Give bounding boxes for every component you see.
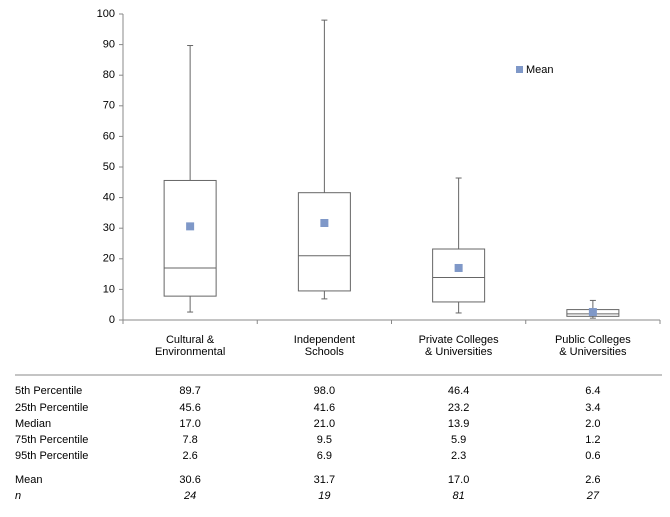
mean-marker (588, 308, 597, 317)
table-cell: 41.6 (314, 402, 335, 414)
table-cell: 5.9 (451, 434, 466, 446)
x-tick-label: Schools (305, 346, 345, 358)
table-cell: 31.7 (314, 474, 335, 486)
row-label: n (15, 490, 21, 502)
legend-swatch (516, 66, 523, 73)
y-tick-label: 40 (103, 192, 115, 204)
table-cell: 17.0 (448, 474, 469, 486)
table-cell: 17.0 (179, 418, 200, 430)
table-cell: 6.9 (317, 450, 332, 462)
table-cell: 2.6 (585, 474, 600, 486)
mean-marker (320, 218, 329, 227)
y-tick-label: 0 (109, 314, 115, 326)
x-tick-label: & Universities (425, 346, 493, 358)
x-tick-label: Independent (294, 334, 355, 346)
table-cell: 1.2 (585, 434, 600, 446)
table-cell: 30.6 (179, 474, 200, 486)
row-label: 95th Percentile (15, 450, 88, 462)
y-tick-label: 30 (103, 222, 115, 234)
table-cell: 23.2 (448, 402, 469, 414)
table-cell: 9.5 (317, 434, 332, 446)
row-label: Median (15, 418, 51, 430)
table-cell: 19 (318, 490, 330, 502)
row-label: 25th Percentile (15, 402, 88, 414)
x-tick-label: Public Colleges (555, 334, 631, 346)
table-cell: 21.0 (314, 418, 335, 430)
row-label: 5th Percentile (15, 385, 82, 397)
y-tick-label: 20 (103, 253, 115, 265)
x-tick-label: Environmental (155, 346, 225, 358)
table-cell: 45.6 (179, 402, 200, 414)
table-cell: 81 (453, 490, 465, 502)
row-label: Mean (15, 474, 43, 486)
box (163, 179, 217, 297)
table-cell: 3.4 (585, 402, 600, 414)
y-tick-label: 50 (103, 161, 115, 173)
table-cell: 6.4 (585, 385, 600, 397)
x-tick-label: Private Colleges (419, 334, 500, 346)
y-tick-label: 70 (103, 100, 115, 112)
table-cell: 2.3 (451, 450, 466, 462)
table-cell: 24 (183, 490, 196, 502)
table-cell: 27 (586, 490, 600, 502)
mean-marker (186, 222, 195, 231)
y-tick-label: 80 (103, 69, 115, 81)
table-cell: 89.7 (179, 385, 200, 397)
y-tick-label: 60 (103, 130, 115, 142)
legend-label: Mean (526, 64, 554, 76)
table-cell: 2.0 (585, 418, 600, 430)
table-cell: 0.6 (585, 450, 600, 462)
table-cell: 46.4 (448, 385, 469, 397)
row-label: 75th Percentile (15, 434, 88, 446)
y-tick-label: 10 (103, 283, 115, 295)
table-cell: 98.0 (314, 385, 335, 397)
x-tick-label: Cultural & (166, 334, 215, 346)
table-cell: 7.8 (182, 434, 197, 446)
y-tick-label: 100 (97, 8, 115, 20)
box (297, 192, 351, 292)
table-cell: 13.9 (448, 418, 469, 430)
mean-marker (454, 263, 463, 272)
table-cell: 2.6 (182, 450, 197, 462)
box (432, 248, 486, 303)
y-tick-label: 90 (103, 39, 115, 51)
x-tick-label: & Universities (559, 346, 627, 358)
